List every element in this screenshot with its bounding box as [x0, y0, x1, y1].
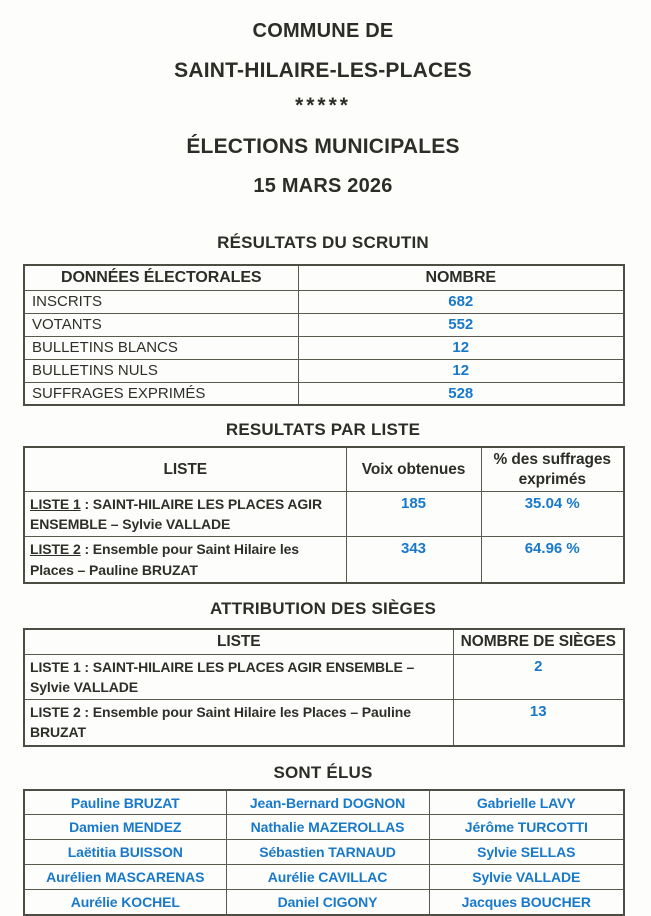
- liste-2-rest: : Ensemble pour Saint Hilaire les Places…: [30, 541, 299, 578]
- section-title-resultats-par-liste: RESULTATS PAR LISTE: [225, 420, 421, 440]
- row-label-suffrages-exprimes: SUFFRAGES EXPRIMÉS: [23, 381, 299, 406]
- row-label-votants: VOTANTS: [23, 312, 299, 337]
- elu-name: Aurélie KOCHEL: [23, 889, 227, 916]
- elus-row: Damien MENDEZ Nathalie MAZEROLLAS Jérôme…: [23, 814, 625, 841]
- liste-1-name: LISTE 1 : SAINT-HILAIRE LES PLACES AGIR …: [23, 490, 347, 538]
- table-sont-elus: Pauline BRUZAT Jean-Bernard DOGNON Gabri…: [23, 788, 625, 916]
- liste-2-prefix: LISTE 2: [30, 541, 81, 558]
- table-resultats-par-liste: LISTE Voix obtenues % des suffrages expr…: [23, 446, 625, 585]
- table-row-liste-2: LISTE 2 : Ensemble pour Saint Hilaire le…: [23, 699, 625, 747]
- row-value-inscrits: 682: [297, 289, 625, 314]
- section-title-resultats-scrutin: RÉSULTATS DU SCRUTIN: [217, 233, 429, 253]
- row-value-suffrages-exprimes: 528: [297, 381, 625, 406]
- liste-2-voix: 343: [345, 536, 482, 584]
- row-label-inscrits: INSCRITS: [23, 289, 299, 314]
- table-resultats-scrutin: DONNÉES ÉLECTORALES NOMBRE INSCRITS 682 …: [23, 264, 625, 407]
- row-value-votants: 552: [297, 312, 625, 337]
- elus-row: Laëtitia BUISSON Sébastien TARNAUD Sylvi…: [23, 839, 625, 866]
- sieges-liste-1-name: LISTE 1 : SAINT-HILAIRE LES PLACES AGIR …: [23, 653, 454, 701]
- row-value-bulletins-nuls: 12: [297, 358, 625, 383]
- election-title: ÉLECTIONS MUNICIPALES: [186, 135, 460, 159]
- elu-name: Sylvie VALLADE: [428, 864, 625, 891]
- liste-1-prefix: LISTE 1: [30, 495, 81, 512]
- elu-name: Sébastien TARNAUD: [225, 839, 430, 866]
- col-header-liste: LISTE: [23, 446, 347, 492]
- document-header: COMMUNE DE SAINT-HILAIRE-LES-PLACES ****…: [23, 21, 623, 197]
- elu-name: Sylvie SELLAS: [428, 839, 625, 866]
- elus-row: Aurélien MASCARENAS Aurélie CAVILLAC Syl…: [23, 864, 625, 891]
- liste-1-voix: 185: [345, 490, 482, 538]
- col-header-voix-obtenues: Voix obtenues: [345, 446, 482, 492]
- elu-name: Daniel CIGONY: [225, 889, 430, 916]
- sieges-liste-1-value: 2: [452, 653, 625, 701]
- elu-name: Aurélie CAVILLAC: [225, 864, 430, 891]
- table-row-liste-2: LISTE 2 : Ensemble pour Saint Hilaire le…: [23, 536, 625, 584]
- col-header-liste: LISTE: [23, 628, 454, 655]
- liste-1-rest: : SAINT-HILAIRE LES PLACES AGIR ENSEMBLE…: [30, 495, 322, 533]
- document-content: COMMUNE DE SAINT-HILAIRE-LES-PLACES ****…: [23, 21, 625, 916]
- elu-name: Nathalie MAZEROLLAS: [225, 814, 430, 841]
- table-row-liste-1: LISTE 1 : SAINT-HILAIRE LES PLACES AGIR …: [23, 653, 625, 701]
- table-row: INSCRITS 682: [23, 289, 625, 314]
- table-row: BULLETINS BLANCS 12: [23, 335, 625, 360]
- stars-separator: *****: [295, 94, 351, 118]
- table-attribution-sieges: LISTE NOMBRE DE SIÈGES LISTE 1 : SAINT-H…: [23, 628, 625, 747]
- elu-name: Aurélien MASCARENAS: [23, 864, 227, 891]
- election-date: 15 MARS 2026: [253, 175, 393, 198]
- table-header-row: DONNÉES ÉLECTORALES NOMBRE: [23, 264, 625, 291]
- elus-row: Aurélie KOCHEL Daniel CIGONY Jacques BOU…: [23, 889, 625, 916]
- col-header-pct-suffrages: % des suffrages exprimés: [480, 446, 625, 492]
- table-header-row: LISTE NOMBRE DE SIÈGES: [23, 628, 625, 655]
- col-header-nombre-sieges: NOMBRE DE SIÈGES: [452, 628, 625, 655]
- liste-2-name: LISTE 2 : Ensemble pour Saint Hilaire le…: [23, 536, 347, 584]
- table-row: VOTANTS 552: [23, 312, 625, 337]
- table-header-row: LISTE Voix obtenues % des suffrages expr…: [23, 446, 625, 492]
- row-value-bulletins-blancs: 12: [297, 335, 625, 360]
- elu-name: Pauline BRUZAT: [23, 789, 227, 816]
- elu-name: Jacques BOUCHER: [428, 889, 625, 916]
- elu-name: Laëtitia BUISSON: [23, 839, 227, 866]
- section-title-attribution-sieges: ATTRIBUTION DES SIÈGES: [209, 599, 437, 619]
- table-row: BULLETINS NULS 12: [23, 358, 625, 383]
- elu-name: Gabrielle LAVY: [428, 789, 625, 816]
- elus-row: Pauline BRUZAT Jean-Bernard DOGNON Gabri…: [23, 789, 625, 816]
- row-label-bulletins-nuls: BULLETINS NULS: [23, 358, 299, 383]
- liste-2-pct: 64.96 %: [480, 536, 625, 584]
- row-label-bulletins-blancs: BULLETINS BLANCS: [23, 335, 299, 360]
- table-row-liste-1: LISTE 1 : SAINT-HILAIRE LES PLACES AGIR …: [23, 490, 625, 538]
- elu-name: Jean-Bernard DOGNON: [225, 789, 430, 816]
- commune-name: SAINT-HILAIRE-LES-PLACES: [174, 59, 472, 82]
- section-title-sont-elus: SONT ÉLUS: [273, 762, 373, 782]
- commune-label: COMMUNE DE: [252, 20, 394, 42]
- table-row: SUFFRAGES EXPRIMÉS 528: [23, 381, 625, 406]
- elu-name: Damien MENDEZ: [23, 814, 227, 841]
- sieges-liste-2-name: LISTE 2 : Ensemble pour Saint Hilaire le…: [23, 699, 454, 747]
- col-header-nombre: NOMBRE: [297, 264, 625, 291]
- sieges-liste-2-value: 13: [452, 699, 625, 747]
- elu-name: Jérôme TURCOTTI: [428, 814, 625, 841]
- col-header-donnees-electorales: DONNÉES ÉLECTORALES: [23, 264, 299, 291]
- liste-1-pct: 35.04 %: [480, 490, 625, 538]
